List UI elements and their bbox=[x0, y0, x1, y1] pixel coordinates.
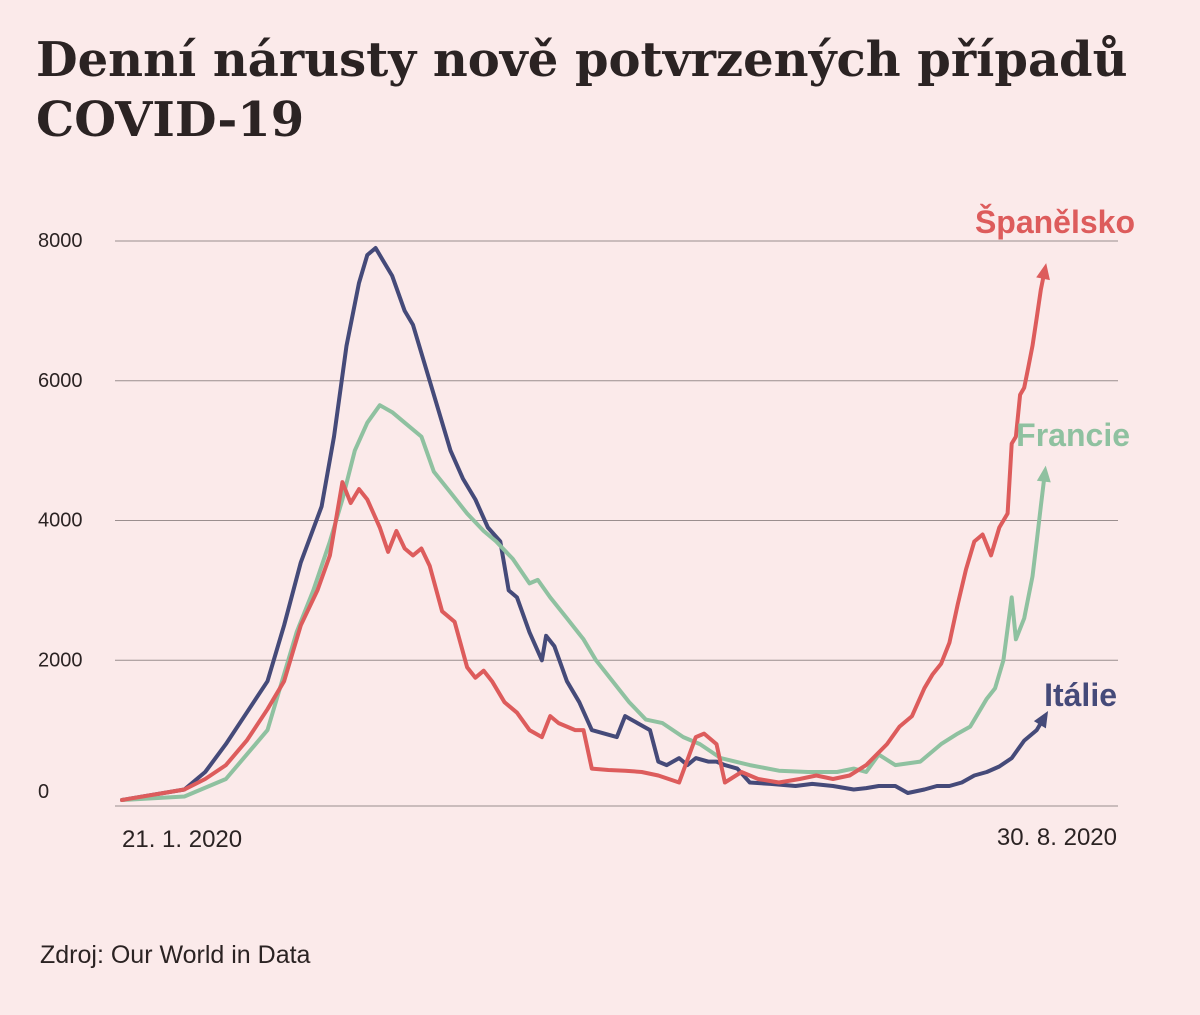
series-line bbox=[120, 267, 1047, 802]
source-note: Zdroj: Our World in Data bbox=[40, 941, 311, 969]
series-line bbox=[120, 246, 1047, 802]
series-lines bbox=[120, 246, 1051, 802]
series-label: Španělsko bbox=[975, 204, 1135, 240]
x-start-label: 21. 1. 2020 bbox=[122, 826, 242, 853]
y-tick-label: 4000 bbox=[38, 510, 83, 532]
x-end-label: 30. 8. 2020 bbox=[997, 824, 1117, 851]
y-tick-label: 8000 bbox=[38, 230, 83, 252]
series-labels: Itálie Francie Španělsko bbox=[975, 204, 1135, 713]
y-tick-label: 0 bbox=[38, 781, 49, 803]
series-line bbox=[120, 403, 1047, 802]
y-tick-label: 2000 bbox=[38, 649, 83, 671]
series-label: Francie bbox=[1016, 417, 1130, 453]
grid-lines bbox=[115, 240, 1118, 661]
chart-title: Denní nárusty nově potvrzených případů C… bbox=[36, 32, 1128, 148]
series-arrow bbox=[1036, 465, 1051, 483]
series-label: Itálie bbox=[1044, 677, 1117, 713]
series-arrow bbox=[1033, 710, 1049, 729]
y-axis-ticks: 0 2000 4000 6000 8000 bbox=[38, 230, 83, 803]
series-arrow bbox=[1036, 263, 1050, 281]
y-tick-label: 6000 bbox=[38, 370, 83, 392]
